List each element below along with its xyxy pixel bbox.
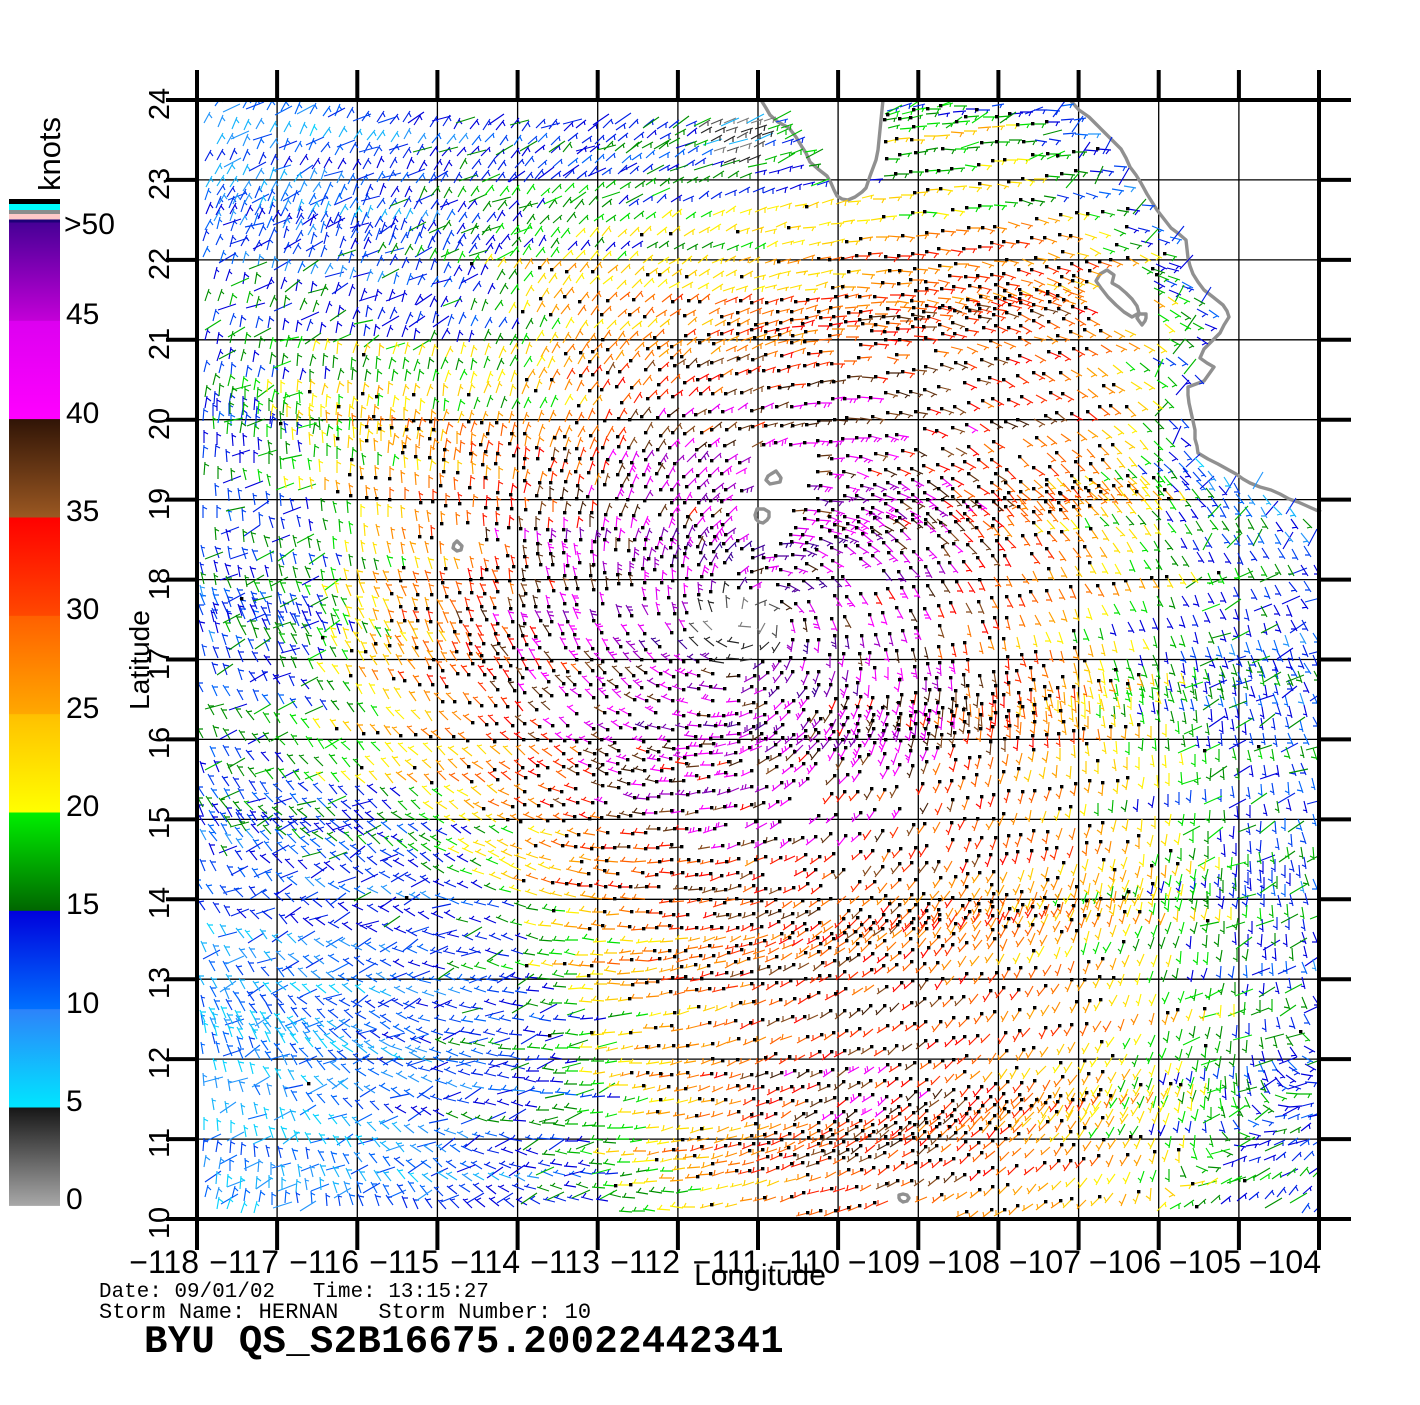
svg-text:18: 18 bbox=[144, 568, 176, 600]
svg-text:35: 35 bbox=[66, 495, 99, 528]
svg-text:24: 24 bbox=[144, 88, 176, 120]
svg-text:−111: −111 bbox=[693, 1244, 760, 1280]
svg-text:−109: −109 bbox=[848, 1244, 920, 1280]
svg-text:19: 19 bbox=[144, 488, 176, 520]
svg-text:Date: 09/01/02 Time: 13:15:2: Date: 09/01/02 Time: 13:15:27 bbox=[99, 1281, 489, 1304]
svg-text:12: 12 bbox=[144, 1047, 176, 1079]
svg-text:Latitude: Latitude bbox=[124, 610, 155, 710]
svg-text:−113: −113 bbox=[530, 1244, 600, 1280]
svg-text:45: 45 bbox=[66, 298, 99, 331]
svg-text:−115: −115 bbox=[369, 1244, 439, 1280]
svg-text:14: 14 bbox=[144, 887, 176, 919]
svg-text:11: 11 bbox=[144, 1128, 176, 1158]
svg-text:23: 23 bbox=[144, 168, 176, 200]
svg-text:−107: −107 bbox=[1009, 1244, 1081, 1280]
svg-text:5: 5 bbox=[66, 1085, 83, 1118]
svg-text:−117: −117 bbox=[209, 1244, 279, 1280]
svg-text:−116: −116 bbox=[289, 1244, 359, 1280]
svg-text:−110: −110 bbox=[770, 1244, 840, 1280]
svg-text:BYU QS_S2B16675.20022442341: BYU QS_S2B16675.20022442341 bbox=[144, 1320, 784, 1364]
svg-text:15: 15 bbox=[66, 888, 99, 921]
svg-text:−105: −105 bbox=[1169, 1244, 1241, 1280]
svg-text:30: 30 bbox=[66, 593, 99, 626]
svg-text:−108: −108 bbox=[928, 1244, 1000, 1280]
svg-text:10: 10 bbox=[144, 1207, 176, 1239]
svg-text:−112: −112 bbox=[610, 1244, 680, 1280]
svg-text:knots: knots bbox=[32, 117, 67, 191]
svg-text:40: 40 bbox=[66, 397, 99, 430]
svg-text:Storm Name: HERNAN Storm Num: Storm Name: HERNAN Storm Number: 10 bbox=[99, 1300, 591, 1325]
svg-text:20: 20 bbox=[66, 790, 99, 823]
svg-text:10: 10 bbox=[66, 987, 99, 1020]
svg-text:>50: >50 bbox=[64, 208, 115, 241]
svg-text:21: 21 bbox=[144, 328, 176, 360]
svg-text:16: 16 bbox=[144, 727, 176, 759]
svg-text:Longitude: Longitude bbox=[694, 1259, 826, 1292]
svg-text:−106: −106 bbox=[1089, 1244, 1161, 1280]
svg-text:−118: −118 bbox=[129, 1244, 199, 1280]
svg-text:20: 20 bbox=[144, 408, 176, 440]
svg-text:−104: −104 bbox=[1249, 1244, 1321, 1280]
svg-text:22: 22 bbox=[144, 248, 176, 280]
svg-text:0: 0 bbox=[66, 1183, 83, 1216]
svg-text:25: 25 bbox=[66, 692, 99, 725]
svg-text:17: 17 bbox=[144, 648, 176, 680]
svg-text:−114: −114 bbox=[450, 1244, 520, 1280]
svg-text:15: 15 bbox=[144, 807, 176, 839]
svg-text:13: 13 bbox=[144, 967, 176, 999]
